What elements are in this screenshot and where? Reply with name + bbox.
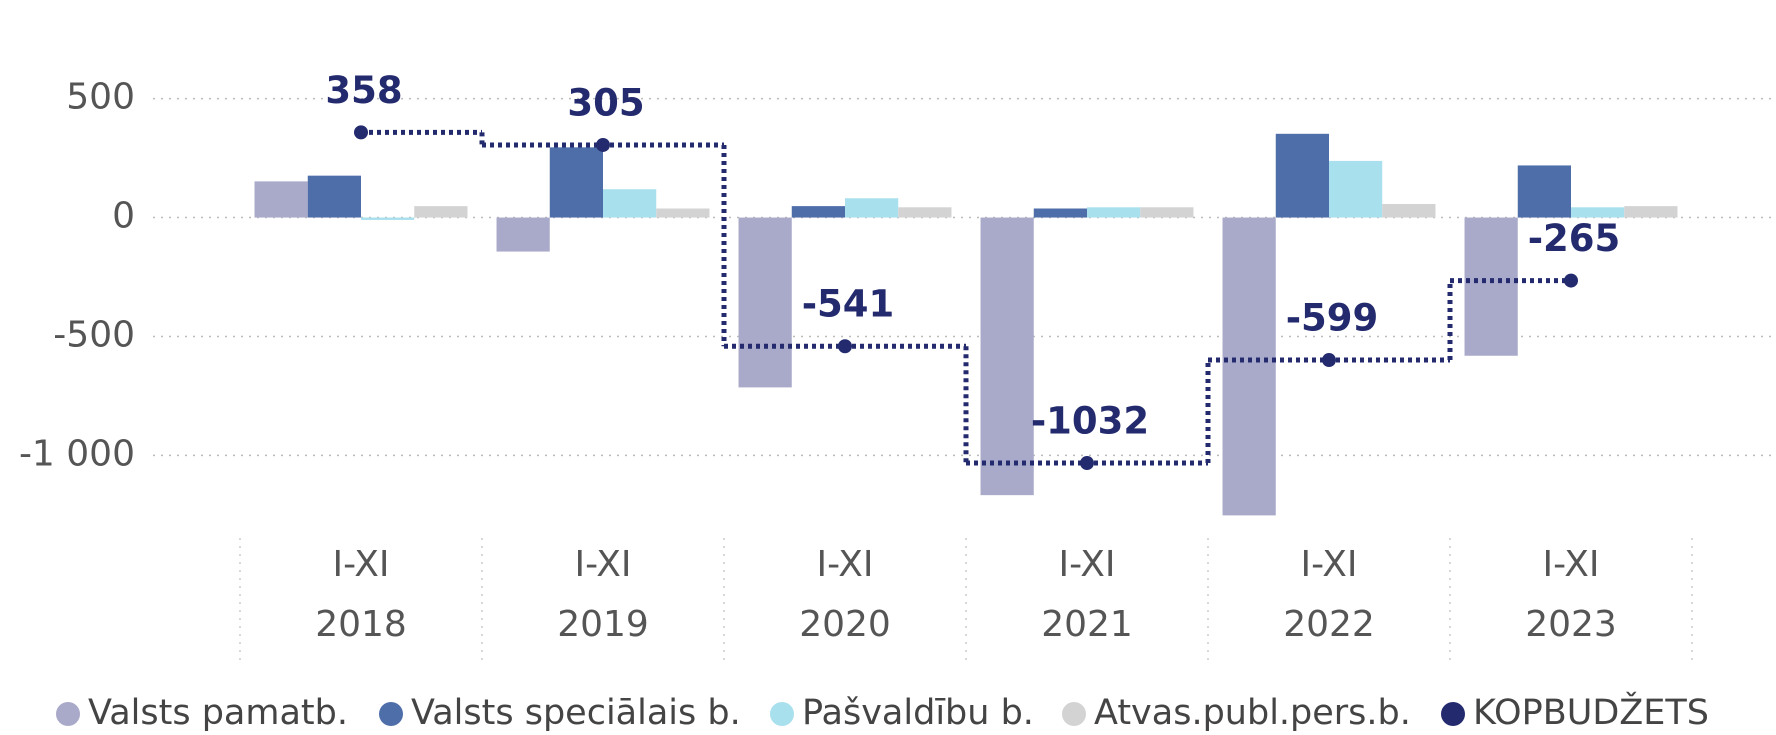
- bar: [361, 217, 415, 220]
- legend-marker: [56, 702, 80, 726]
- bar: [1464, 217, 1518, 356]
- bar: [496, 217, 550, 252]
- bar: [656, 208, 710, 218]
- y-tick-label: 500: [66, 77, 135, 118]
- x-tick-label: 2020: [799, 604, 891, 645]
- data-label: -599: [1286, 297, 1379, 340]
- bar: [254, 181, 308, 218]
- point: [1322, 353, 1336, 368]
- legend-label: Pašvaldību b.: [802, 693, 1034, 733]
- data-label: -541: [802, 283, 895, 326]
- data-label: -265: [1528, 217, 1621, 260]
- bar: [549, 147, 603, 218]
- bar: [1275, 133, 1329, 218]
- legend-marker: [1441, 702, 1465, 726]
- bar: [1222, 217, 1276, 516]
- y-tick-label: 0: [112, 196, 135, 237]
- legend-label: KOPBUDŽETS: [1473, 691, 1709, 733]
- point: [1564, 273, 1578, 288]
- bar: [738, 217, 792, 388]
- bar: [1140, 207, 1194, 218]
- bar: [1517, 165, 1571, 218]
- x-tick-label: I-XI: [1058, 544, 1115, 585]
- legend-marker: [379, 702, 403, 726]
- x-tick-label: I-XI: [1300, 544, 1357, 585]
- legend-label: Atvas.publ.pers.b.: [1094, 693, 1411, 733]
- data-label: -1032: [1031, 400, 1149, 443]
- bar: [1571, 207, 1625, 218]
- x-tick-label: 2019: [557, 604, 649, 645]
- x-tick-label: 2023: [1525, 604, 1617, 645]
- legend-label: Valsts speciālais b.: [411, 693, 741, 733]
- x-tick-label: 2018: [315, 604, 407, 645]
- legend-label: Valsts pamatb.: [88, 693, 348, 733]
- bar: [898, 207, 952, 218]
- bar: [1033, 208, 1087, 218]
- x-tick-label: 2022: [1283, 604, 1375, 645]
- bar: [791, 206, 845, 218]
- x-tick-label: I-XI: [574, 544, 631, 585]
- bar: [845, 198, 899, 218]
- bar: [1382, 203, 1436, 218]
- x-tick-label: I-XI: [332, 544, 389, 585]
- bar: [1087, 207, 1141, 218]
- point: [838, 339, 852, 354]
- x-tick-label: 2021: [1041, 604, 1133, 645]
- bar: [980, 217, 1034, 496]
- legend-marker: [770, 702, 794, 726]
- legend-marker: [1062, 702, 1086, 726]
- x-tick-label: I-XI: [1542, 544, 1599, 585]
- point: [354, 125, 368, 140]
- x-tick-label: I-XI: [816, 544, 873, 585]
- bar: [1329, 160, 1383, 218]
- point: [596, 137, 610, 152]
- bar: [307, 175, 361, 218]
- data-label: 305: [567, 81, 644, 124]
- bar: [414, 206, 468, 218]
- y-tick-label: -500: [53, 314, 135, 355]
- point: [1080, 456, 1094, 471]
- bar: [603, 189, 657, 218]
- y-tick-label: -1 000: [19, 433, 135, 474]
- data-label: 358: [325, 69, 402, 112]
- bar: [1624, 206, 1678, 218]
